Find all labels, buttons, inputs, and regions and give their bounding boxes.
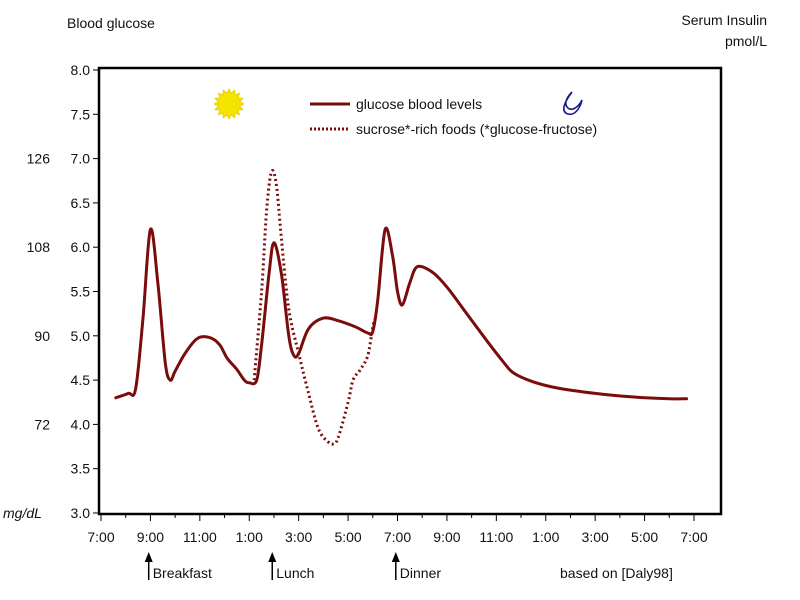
x-tick-label: 5:00	[334, 529, 361, 545]
source-note: based on [Daly98]	[560, 565, 673, 581]
meal-markers: Breakfast Lunch Dinner	[144, 552, 442, 581]
x-tick-label: 5:00	[631, 529, 658, 545]
y-tick-label: 7.0	[71, 151, 91, 167]
legend-label-glucose: glucose blood levels	[356, 96, 482, 112]
moon-icon	[563, 91, 583, 116]
mgdl-tick-label: 90	[34, 328, 50, 344]
glucose-series-line	[114, 226, 689, 401]
right-axis-title-line2: pmol/L	[725, 33, 767, 49]
left-axis-title: Blood glucose	[67, 15, 155, 31]
y-tick-label: 4.0	[71, 416, 91, 432]
x-axis-ticks: 7:00 9:00 11:00 1:00 3:00 5:00 7:00 9:00 11:00 1:…	[87, 515, 708, 545]
x-tick-label: 9:00	[137, 529, 164, 545]
mgdl-axis-labels: 72 90 108 126	[27, 151, 51, 433]
y-tick-label: 7.5	[71, 106, 91, 122]
sun-rays	[213, 88, 245, 120]
x-tick-label: 7:00	[87, 529, 114, 545]
legend-label-sucrose: sucrose*-rich foods (*glucose-fructose)	[356, 121, 597, 137]
y-tick-label: 6.0	[71, 239, 91, 255]
y-tick-label: 8.0	[71, 62, 91, 78]
y-tick-label: 5.0	[71, 328, 91, 344]
meal-label: Dinner	[400, 565, 442, 581]
x-tick-label: 1:00	[532, 529, 559, 545]
y-tick-label: 5.5	[71, 284, 91, 300]
meal-arrow-head	[144, 552, 153, 562]
x-tick-label: 11:00	[183, 529, 217, 545]
x-tick-label: 7:00	[680, 529, 707, 545]
x-tick-label: 9:00	[433, 529, 460, 545]
y-tick-label: 3.0	[71, 505, 91, 521]
mgdl-unit-label: mg/dL	[3, 505, 42, 521]
meal-arrow-head	[268, 552, 277, 562]
x-tick-label: 3:00	[582, 529, 609, 545]
x-tick-label: 1:00	[236, 529, 263, 545]
right-axis-title-line1: Serum Insulin	[681, 12, 767, 28]
y-tick-label: 6.5	[71, 195, 91, 211]
meal-label: Lunch	[276, 565, 314, 581]
x-tick-label: 11:00	[479, 529, 513, 545]
meal-label: Breakfast	[153, 565, 212, 581]
y-axis-ticks: 3.0 3.5 4.0 4.5 5.0 5.5 6.0 6.5 7.0 7.5 8.0	[71, 62, 99, 521]
mgdl-tick-label: 126	[27, 151, 51, 167]
sucrose-series-line	[252, 169, 377, 446]
y-tick-label: 4.5	[71, 372, 91, 388]
x-tick-label: 3:00	[285, 529, 312, 545]
x-tick-label: 7:00	[384, 529, 411, 545]
series-lines	[114, 169, 689, 446]
mgdl-tick-label: 108	[27, 239, 51, 255]
mgdl-tick-label: 72	[34, 416, 50, 432]
meal-arrow-head	[391, 552, 400, 562]
y-tick-label: 3.5	[71, 461, 91, 477]
sun-icon	[213, 88, 245, 120]
